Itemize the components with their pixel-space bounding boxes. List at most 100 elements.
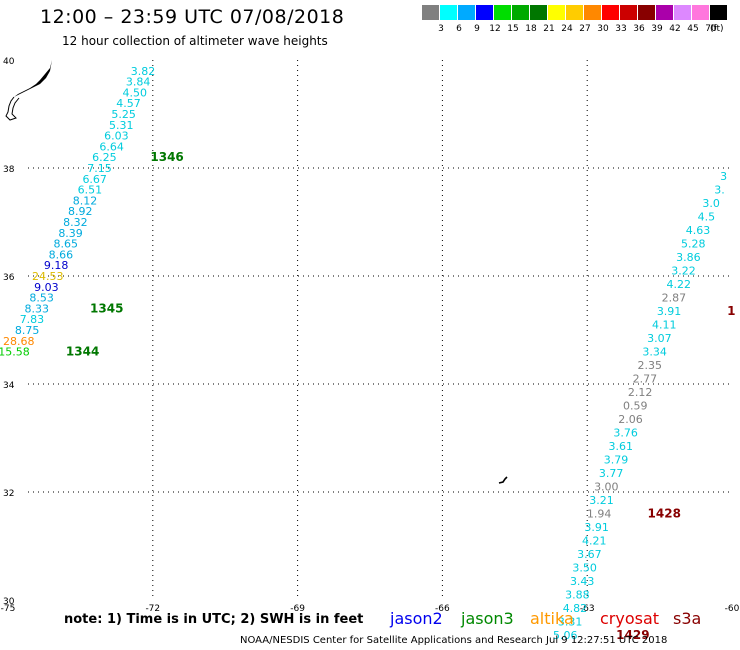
legend-bin-label: 9 [474, 24, 480, 34]
swh-value-east: 4.21 [582, 535, 607, 548]
legend-satellite-jason2: jason2 [390, 609, 443, 628]
swh-value-east: 3.67 [577, 548, 602, 561]
swh-value-west: 28.68 [3, 335, 35, 348]
map-grid: -75 -72 -69 -66 -63 -60 30 32 34 36 38 40 [1, 57, 740, 614]
swh-value-east: 3.91 [584, 521, 609, 534]
swh-value-west: 8.39 [58, 227, 83, 240]
swh-value-east: 3.34 [642, 346, 667, 359]
legend-swatch [494, 5, 511, 20]
legend-swatch [458, 5, 475, 20]
legend-satellite-altika: altika [530, 609, 574, 628]
swh-value-west: 6.25 [92, 151, 117, 164]
swh-value-east: 3.43 [570, 575, 595, 588]
swh-value-east: 1.94 [587, 508, 612, 521]
legend-swatch [476, 5, 493, 20]
swh-value-east: 3.07 [647, 332, 672, 345]
legend-swatch [548, 5, 565, 20]
swh-value-east: 4.63 [686, 224, 711, 237]
legend-bin-label: 18 [525, 24, 537, 34]
swh-value-west: 6.03 [104, 130, 129, 143]
legend-bin-label: 3 [438, 24, 444, 34]
legend-swatch [512, 5, 529, 20]
swh-value-east: 3.0 [702, 197, 720, 210]
legend-swatch [584, 5, 601, 20]
legend-bin-label: 70 [705, 24, 717, 34]
swh-value-east: 4.11 [652, 319, 677, 332]
island-bermuda [498, 476, 508, 484]
swh-value-east: 4.82 [563, 602, 588, 615]
swh-value-east: 3.61 [609, 440, 634, 453]
swh-value-west: 9.03 [34, 281, 59, 294]
legend-bin-label: 42 [669, 24, 681, 34]
legend-bin-label: 33 [615, 24, 627, 34]
legend-swatch [440, 5, 457, 20]
swh-value-east: 2.35 [638, 359, 663, 372]
swh-value-west: 8.53 [29, 292, 54, 305]
map-subtitle: 12 hour collection of altimeter wave hei… [62, 34, 328, 48]
legend-bin-label: 21 [543, 24, 555, 34]
altimeter-tracks: 3.823.844.504.575.255.316.036.646.257.15… [0, 65, 736, 642]
swh-value-east: 3.31 [558, 616, 583, 629]
swh-value-west: 6.67 [82, 173, 107, 186]
coastline-new-jersey [5, 96, 20, 121]
swh-value-west: 8.32 [63, 216, 88, 229]
lon-tick-label: -72 [145, 604, 160, 614]
swh-value-east: 3.77 [599, 467, 624, 480]
swh-value-west: 6.64 [99, 140, 124, 153]
swh-value-west: 8.66 [49, 248, 74, 261]
pass-time-label: 1346 [150, 150, 183, 164]
note-text: note: 1) Time is in UTC; 2) SWH is in fe… [64, 612, 364, 627]
legend-bin-label: 24 [561, 24, 573, 34]
swh-value-east: 0.59 [623, 400, 648, 413]
legend-bin-label: 12 [489, 24, 501, 34]
lon-tick-label: -66 [435, 604, 450, 614]
legend-swatch [422, 5, 439, 20]
swh-value-east: 2.87 [662, 292, 687, 305]
swh-value-east: 2.77 [633, 373, 658, 386]
lat-tick-label: 30 [3, 597, 15, 607]
swh-value-east: 3. [714, 184, 725, 197]
swh-value-west: 8.33 [25, 302, 50, 315]
legend-swatch [602, 5, 619, 20]
swh-value-east: 3.21 [589, 494, 614, 507]
legend-bin-label: 15 [507, 24, 519, 34]
swh-value-east: 3.86 [676, 251, 701, 264]
footer-credit: NOAA/NESDIS Center for Satellite Applica… [240, 635, 668, 646]
pass-time-label: 1429 [616, 628, 649, 642]
swh-value-east: 3.50 [572, 562, 597, 575]
legend-swatch [710, 5, 727, 20]
swh-value-east: 3.00 [594, 481, 619, 494]
swh-value-west: 3.82 [131, 65, 156, 78]
swh-value-west: 5.25 [111, 108, 136, 121]
swh-value-east: 3.22 [671, 265, 696, 278]
swh-value-west: 8.92 [68, 205, 93, 218]
coastline-long-island [14, 60, 52, 97]
legend-swatch [674, 5, 691, 20]
swh-value-east: 5.06 [553, 629, 578, 642]
lon-tick-label: -60 [725, 604, 740, 614]
lon-tick-label: -69 [290, 604, 305, 614]
swh-value-east: 4.5 [698, 211, 716, 224]
pass-time-label: 1428 [648, 507, 681, 521]
swh-value-east: 3.91 [657, 305, 682, 318]
lon-tick-label: -63 [580, 604, 595, 614]
swh-value-east: 2.12 [628, 386, 653, 399]
lat-tick-label: 36 [3, 273, 15, 283]
swh-value-east: 5.28 [681, 238, 706, 251]
lat-tick-label: 38 [3, 165, 15, 175]
legend-bin-label: 30 [597, 24, 609, 34]
legend-satellite-jason3: jason3 [461, 609, 514, 628]
swh-value-east: 4.22 [666, 278, 691, 291]
legend-bin-label: 45 [687, 24, 699, 34]
legend-bin-label: 27 [579, 24, 591, 34]
legend-swatch [656, 5, 673, 20]
swh-value-east: 3.88 [565, 589, 590, 602]
swh-value-east: 2.06 [618, 413, 643, 426]
legend-swatch [638, 5, 655, 20]
swh-value-west: 6.51 [78, 184, 103, 197]
swh-value-west: 8.75 [15, 324, 40, 337]
legend-swatch [530, 5, 547, 20]
pass-time-label: 1 [727, 304, 735, 318]
legend-unit: (ft) [710, 24, 724, 34]
